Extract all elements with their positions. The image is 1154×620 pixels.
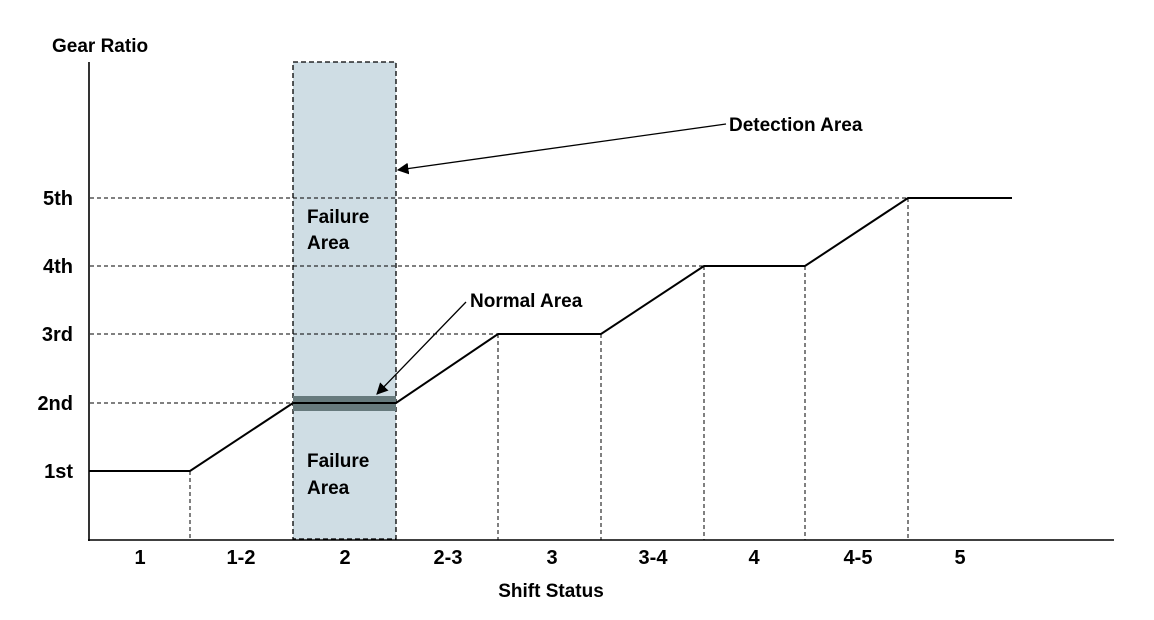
normal-area-arrow	[376, 301, 467, 395]
detection-area-arrow	[396, 123, 727, 175]
detection-area-label: Detection Area	[729, 115, 863, 136]
y-tick-4th: 4th	[43, 256, 73, 278]
x-tick-2-3: 2-3	[434, 547, 463, 569]
y-axis-title: Gear Ratio	[52, 36, 148, 57]
upper-failure-label-line1: Failure	[307, 207, 369, 228]
x-tick-3-4: 3-4	[639, 547, 669, 569]
y-tick-3rd: 3rd	[42, 324, 73, 346]
detection-area-band	[292, 61, 397, 540]
x-tick-4: 4	[748, 547, 760, 569]
y-tick-2nd: 2nd	[37, 393, 73, 415]
gear-guide-lines	[90, 197, 908, 404]
normal-area-label: Normal Area	[470, 291, 583, 312]
x-tick-3: 3	[546, 547, 557, 569]
x-tick-1: 1	[134, 547, 145, 569]
x-tick-1-2: 1-2	[227, 547, 256, 569]
lower-failure-label-line2: Area	[307, 478, 350, 499]
upper-failure-label-line2: Area	[307, 233, 350, 254]
x-axis-title: Shift Status	[498, 581, 604, 602]
y-tick-1st: 1st	[44, 461, 73, 483]
x-tick-4-5: 4-5	[844, 547, 873, 569]
status-guide-lines	[189, 198, 909, 540]
lower-failure-label-line1: Failure	[307, 451, 369, 472]
gear-ratio-profile	[89, 197, 1012, 472]
y-tick-5th: 5th	[43, 188, 73, 210]
x-tick-5: 5	[954, 547, 965, 569]
x-tick-2: 2	[339, 547, 350, 569]
